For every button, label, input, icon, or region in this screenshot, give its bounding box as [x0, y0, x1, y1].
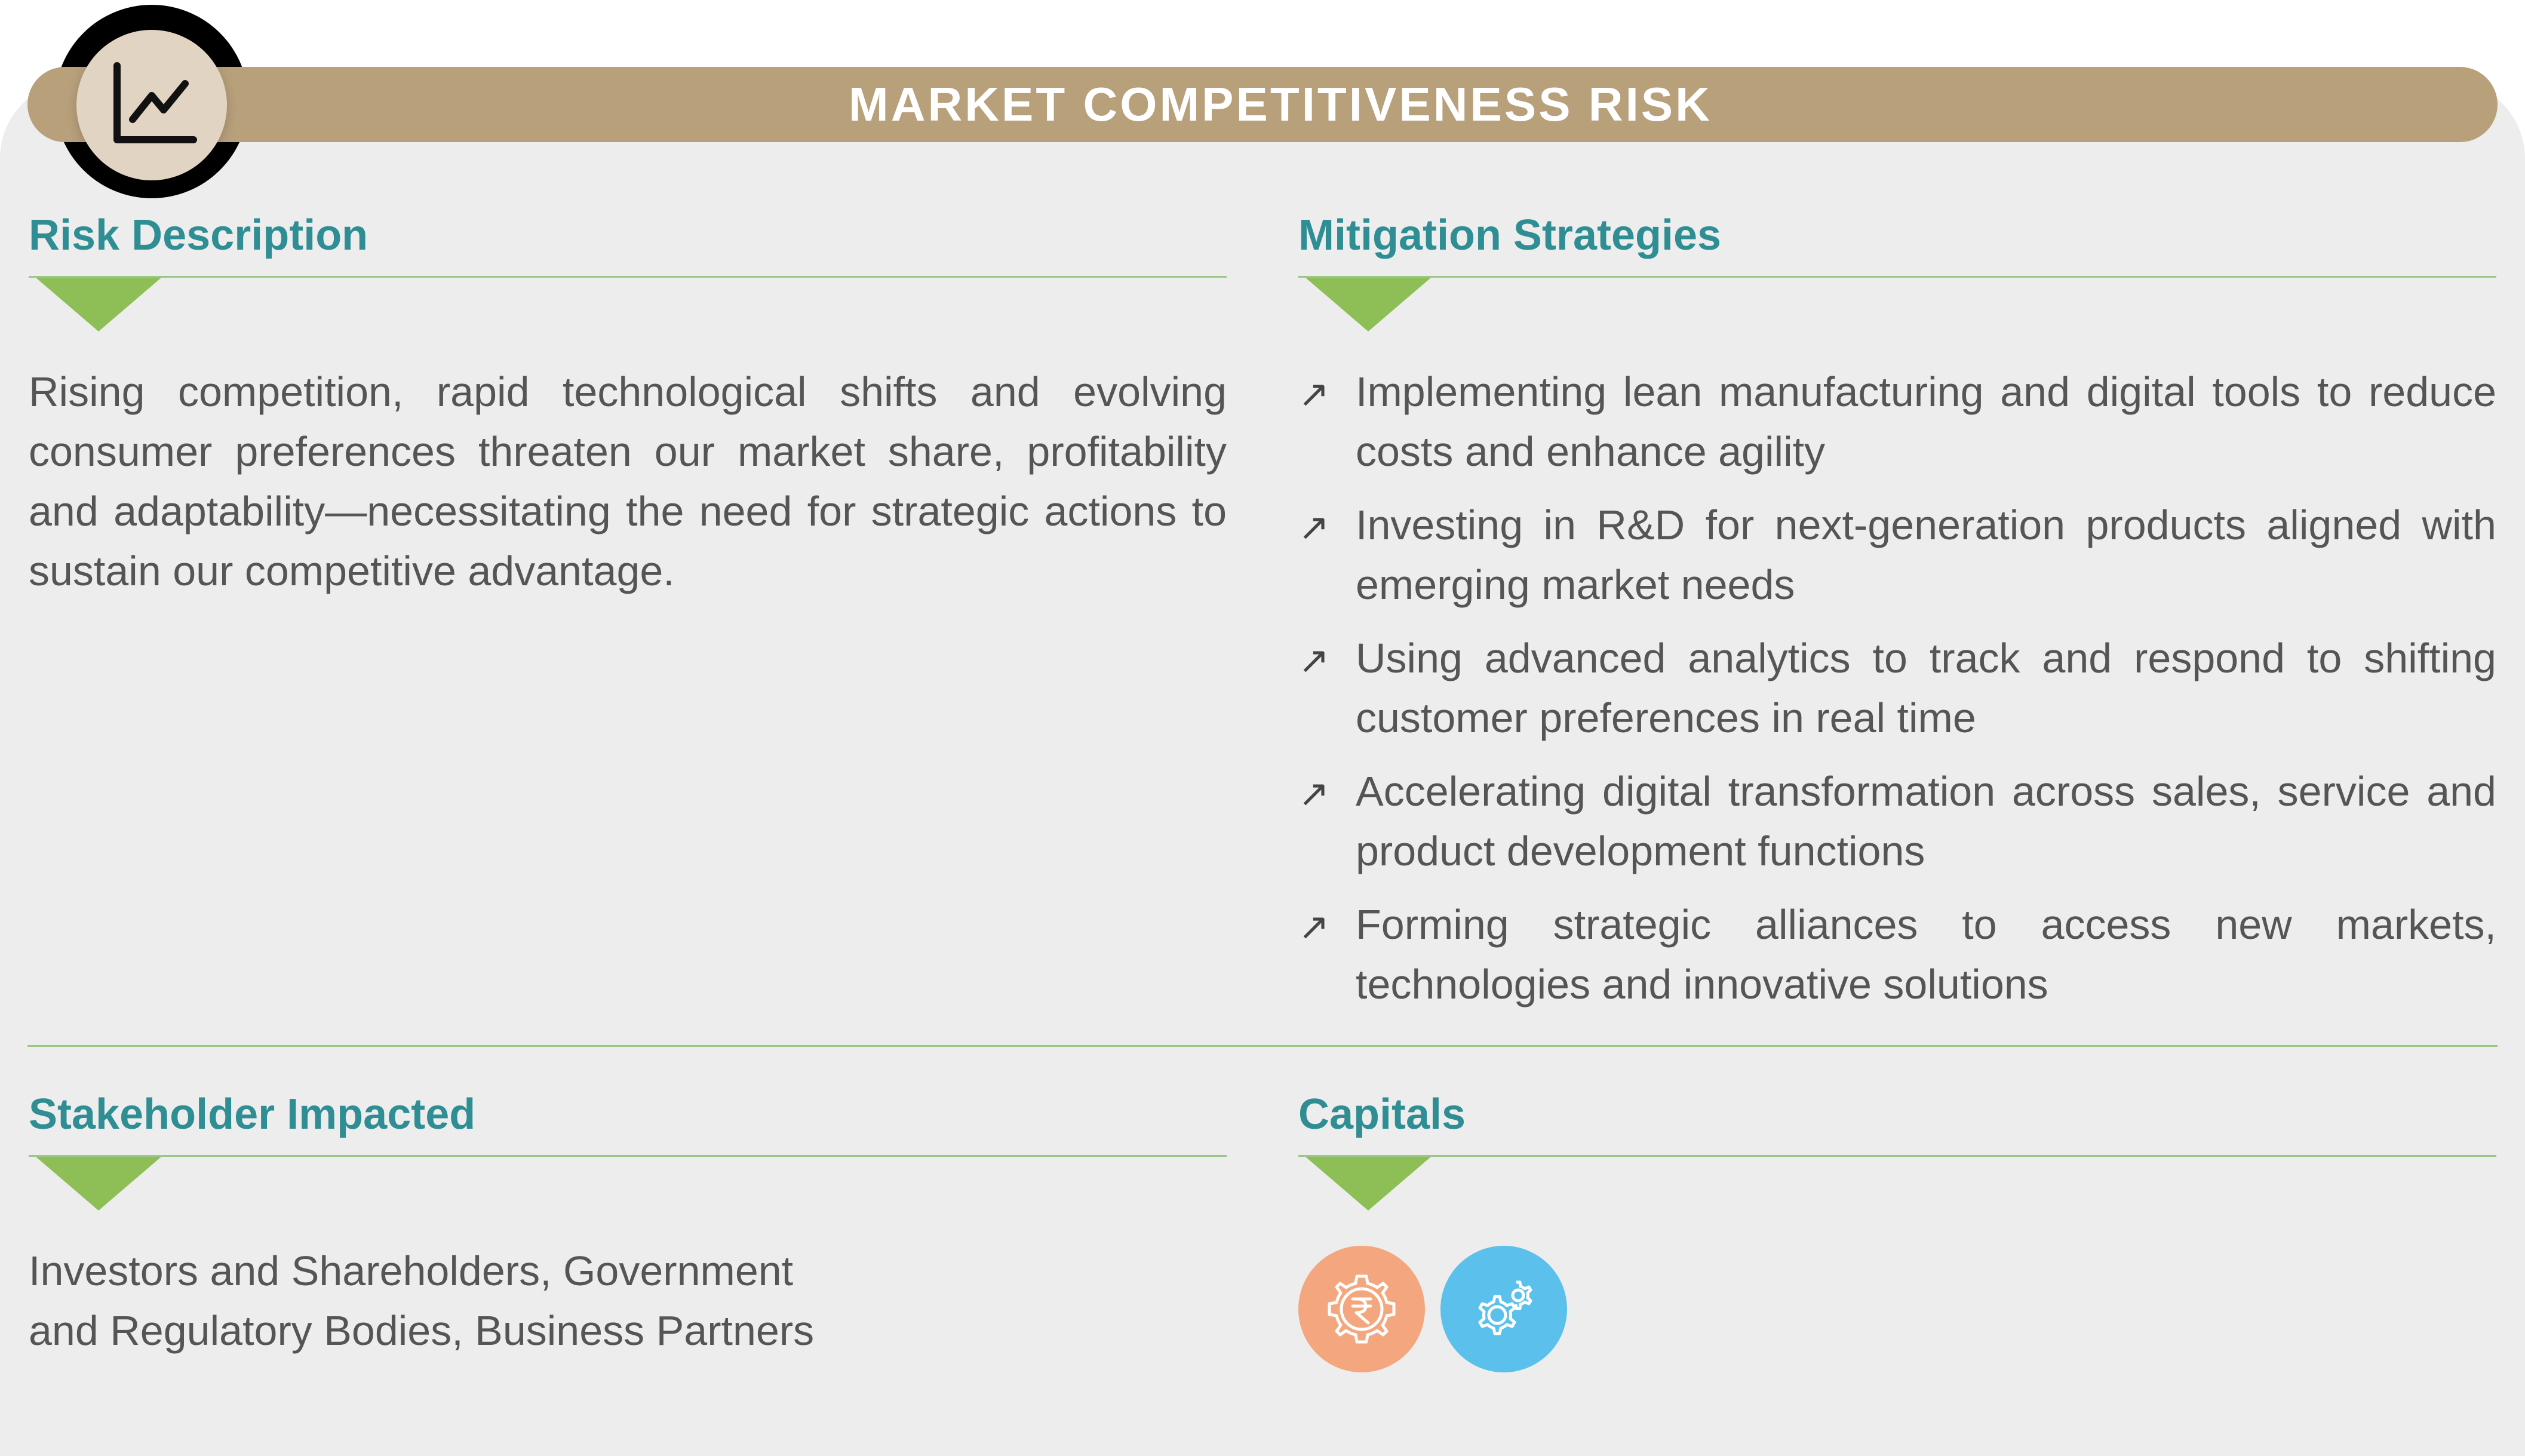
capitals-section: Capitals [1298, 1091, 2496, 1372]
rupee-gear-icon [1298, 1246, 1425, 1372]
gears-icon [1440, 1246, 1567, 1372]
header-bar: MARKET COMPETITIVENESS RISK [27, 67, 2498, 142]
risk-description-section: Risk Description Rising competition, rap… [29, 211, 1227, 594]
stakeholder-section: Stakeholder Impacted Investors and Share… [29, 1091, 1227, 1354]
line-chart-icon [76, 30, 227, 180]
mitigation-list: ↗ Implementing lean manufacturing and di… [1298, 362, 2496, 1028]
section-pointer-icon [36, 278, 161, 331]
list-item: ↗ Investing in R&D for next-generation p… [1298, 495, 2496, 615]
mitigation-section: Mitigation Strategies ↗ Implementing lea… [1298, 211, 2496, 1007]
mitigation-item-text: Investing in R&D for next-generation pro… [1356, 502, 2496, 608]
risk-description-text: Rising competition, rapid technological … [29, 368, 1227, 594]
arrow-up-right-icon: ↗ [1298, 772, 1329, 815]
mitigation-item-text: Forming strategic alliances to access ne… [1356, 901, 2496, 1007]
section-pointer-icon [1305, 1157, 1431, 1211]
mitigation-item-text: Using advanced analytics to track and re… [1356, 635, 2496, 741]
stakeholder-line: Investors and Shareholders, Government [29, 1248, 794, 1294]
mitigation-item-text: Accelerating digital transformation acro… [1356, 768, 2496, 874]
arrow-up-right-icon: ↗ [1298, 905, 1329, 948]
stakeholder-heading: Stakeholder Impacted [29, 1091, 476, 1138]
list-item: ↗ Implementing lean manufacturing and di… [1298, 362, 2496, 481]
section-divider [29, 1155, 1227, 1157]
capitals-heading: Capitals [1298, 1091, 1466, 1138]
mitigation-item-text: Implementing lean manufacturing and digi… [1356, 368, 2496, 475]
arrow-up-right-icon: ↗ [1298, 372, 1329, 416]
section-divider [1298, 276, 2496, 278]
stakeholder-line: and Regulatory Bodies, Business Partners [29, 1307, 815, 1354]
risk-description-heading: Risk Description [29, 211, 368, 259]
list-item: ↗ Using advanced analytics to track and … [1298, 628, 2496, 748]
row-divider [27, 1045, 2498, 1047]
arrow-up-right-icon: ↗ [1298, 505, 1329, 549]
list-item: ↗ Accelerating digital transformation ac… [1298, 761, 2496, 881]
section-pointer-icon [36, 1157, 161, 1211]
section-pointer-icon [1305, 278, 1431, 331]
arrow-up-right-icon: ↗ [1298, 638, 1329, 682]
stakeholder-text: Investors and Shareholders, Government a… [29, 1241, 1227, 1360]
page-title: MARKET COMPETITIVENESS RISK [849, 78, 1712, 131]
list-item: ↗ Forming strategic alliances to access … [1298, 895, 2496, 1014]
section-divider [29, 276, 1227, 278]
mitigation-heading: Mitigation Strategies [1298, 211, 1722, 259]
section-divider [1298, 1155, 2496, 1157]
risk-card [0, 81, 2525, 1456]
